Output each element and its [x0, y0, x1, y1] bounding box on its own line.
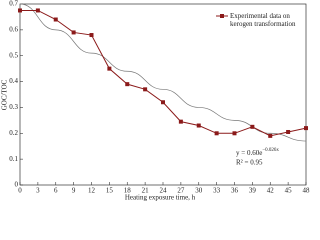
marker: [161, 100, 165, 105]
marker: [232, 131, 237, 136]
y-tick-label: 0.4: [9, 77, 18, 85]
x-tick-label: 21: [142, 187, 150, 195]
y-tick-label: 0: [15, 181, 19, 189]
marker: [268, 133, 273, 138]
marker: [18, 8, 22, 13]
x-tick-label: 45: [285, 187, 293, 195]
marker: [304, 126, 308, 131]
x-tick-label: 33: [213, 187, 221, 195]
equation: y = 0.60e−0.026x: [236, 148, 279, 156]
x-tick-label: 39: [249, 187, 257, 195]
x-tick-label: 3: [36, 187, 40, 195]
marker: [125, 82, 130, 87]
x-tick-label: 18: [124, 187, 132, 195]
marker: [35, 8, 40, 13]
x-tick-label: 27: [177, 187, 185, 195]
marker: [214, 131, 219, 136]
marker: [53, 17, 58, 22]
y-tick-label: 0.6: [9, 25, 18, 33]
marker: [250, 124, 255, 129]
legend-marker: [220, 14, 224, 18]
series-line: [20, 9, 307, 137]
marker: [107, 66, 112, 71]
x-tick-label: 6: [54, 187, 58, 195]
x-tick-label: 36: [231, 187, 239, 195]
marker: [89, 33, 94, 38]
equation-base: y = 0.60e: [236, 149, 262, 157]
fit-curve: [19, 3, 307, 142]
page: {"chart_data": {"type": "line", "x_label…: [0, 0, 311, 202]
r-squared: R² = 0.95: [236, 159, 263, 167]
marker: [286, 129, 291, 134]
x-axis-label: Heating exposure time, h: [125, 194, 196, 202]
x-tick-label: 12: [88, 187, 96, 195]
marker: [71, 30, 76, 35]
equation-exponent: −0.026x: [262, 148, 279, 153]
x-tick-label: 42: [267, 187, 275, 195]
y-tick-label: 0.3: [9, 103, 18, 111]
y-tick-label: 0.5: [9, 51, 18, 59]
x-tick-label: 48: [303, 187, 311, 195]
marker: [196, 123, 201, 128]
x-tick-label: 30: [195, 187, 203, 195]
x-tick-label: 24: [160, 187, 168, 195]
y-axis-label: GOC/TOC: [1, 79, 9, 110]
x-tick-label: 0: [18, 187, 22, 195]
x-tick-label: 9: [72, 187, 76, 195]
chart: Heating exposure time, h GOC/TOC y = 0.6…: [1, 0, 311, 202]
legend-label: Experimental data on kerogen transformat…: [230, 12, 296, 28]
marker: [143, 87, 148, 92]
legend: Experimental data on kerogen transformat…: [230, 12, 310, 28]
y-tick-label: 0.7: [9, 0, 18, 8]
y-tick-label: 0.2: [9, 129, 18, 137]
x-tick-label: 15: [106, 187, 114, 195]
marker: [178, 119, 183, 124]
y-tick-label: 0.1: [9, 155, 18, 163]
